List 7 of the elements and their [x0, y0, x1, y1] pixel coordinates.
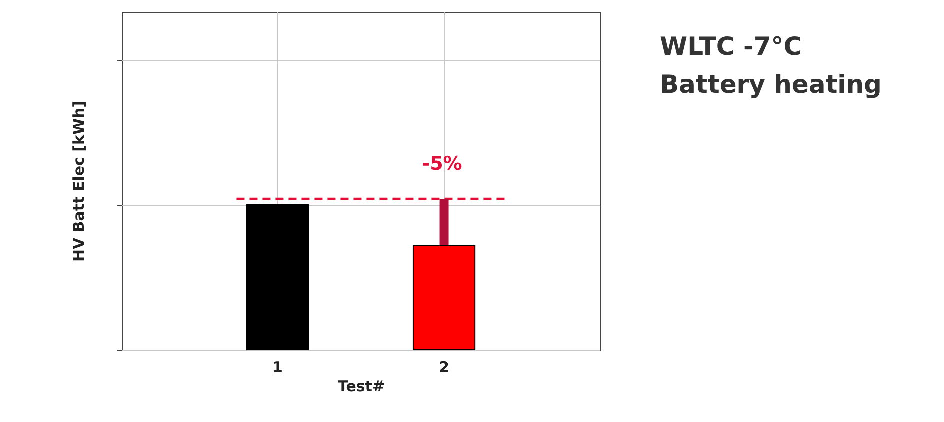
text: WLTC -7°C	[660, 32, 802, 61]
x-tick-label: 2	[439, 358, 450, 376]
x-tick-label: 1	[272, 358, 283, 376]
x-axis-title: Test#	[338, 378, 386, 396]
y-axis-title: HV Batt Elec [kWh]	[70, 100, 88, 262]
text: -5%	[422, 153, 462, 176]
text: Battery heating	[660, 70, 882, 99]
